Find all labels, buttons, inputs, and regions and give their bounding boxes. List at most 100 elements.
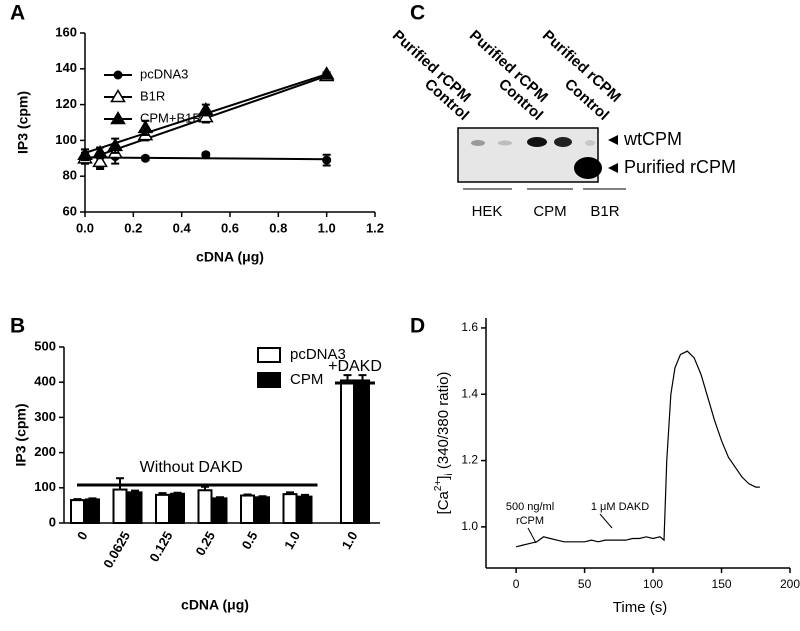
y-axis-label: IP3 (cpm): [13, 403, 29, 466]
band-label: Purified rCPM: [624, 157, 736, 177]
marker: [198, 101, 214, 116]
marker: [92, 153, 108, 168]
marker: [77, 146, 93, 161]
x-tick-label: 100: [643, 577, 663, 591]
x-axis-label: cDNA (μg): [181, 597, 249, 613]
y-axis-label-part: i: [444, 473, 455, 475]
x-tick-label: 0.4: [173, 220, 192, 235]
legend-label: CPM: [290, 371, 323, 388]
legend-swatch: [257, 347, 281, 363]
legend-marker: [110, 89, 126, 103]
bar: [240, 494, 255, 525]
x-tick-label: 0: [74, 529, 91, 543]
x-tick-label: 0.5: [239, 529, 261, 552]
x-tick-label: 0.6: [221, 220, 239, 235]
band-pointer: [608, 163, 618, 173]
y-axis-label-part: (340/380 ratio): [435, 372, 452, 474]
y-axis-label-part: ]: [435, 476, 452, 480]
legend-label: pcDNA3: [290, 346, 346, 363]
x-axis-label: Time (s): [613, 599, 667, 616]
x-tick-label: 0.25: [192, 529, 218, 558]
x-tick-label: 50: [578, 577, 592, 591]
legend-label: B1R: [140, 88, 165, 103]
y-tick-label: 1.4: [461, 386, 478, 400]
bar: [340, 379, 355, 524]
band: [554, 137, 572, 147]
bar: [170, 492, 185, 524]
y-tick-label: 60: [63, 203, 77, 218]
band: [527, 137, 547, 147]
bar: [282, 493, 298, 524]
bar: [112, 488, 128, 524]
bar: [355, 379, 370, 524]
x-tick-label: 0.8: [269, 220, 287, 235]
y-tick-label: 500: [34, 338, 56, 353]
annotation: +DAKD: [328, 358, 382, 375]
panel-label: C: [410, 2, 425, 25]
x-tick-label: 1.2: [366, 220, 384, 235]
band: [574, 157, 602, 179]
y-tick-label: 160: [55, 24, 77, 39]
annotation: 1 μM DAKD: [591, 501, 649, 513]
band: [498, 140, 512, 146]
bar: [212, 497, 228, 524]
bar: [297, 495, 313, 525]
x-tick-label: 0: [513, 577, 520, 591]
x-tick-label: 0.2: [124, 220, 142, 235]
blot-image: [457, 127, 599, 183]
y-tick-label: 1.2: [461, 453, 478, 467]
legend-marker: [113, 70, 123, 80]
annotation: rCPM: [516, 515, 544, 527]
legend-label: pcDNA3: [140, 66, 188, 81]
y-tick-label: 140: [55, 60, 77, 75]
marker: [107, 137, 124, 152]
y-tick-label: 1.0: [461, 519, 478, 533]
x-tick-label: 200: [780, 577, 800, 591]
bar: [197, 489, 213, 525]
bar: [155, 493, 170, 524]
annotation-arrow: [527, 527, 537, 544]
x-tick-label: 1.0: [281, 529, 303, 552]
marker: [322, 155, 332, 165]
y-tick-label: 100: [55, 132, 77, 147]
x-tick-label: 0.0625: [100, 529, 133, 571]
panel-label: D: [410, 315, 425, 338]
x-tick-label: 150: [712, 577, 732, 591]
y-axis-label: IP3 (cpm): [15, 91, 31, 154]
marker: [140, 153, 150, 163]
y-tick-label: 200: [34, 444, 56, 459]
bar: [255, 496, 270, 524]
x-axis-label: cDNA (μg): [196, 249, 264, 265]
marker: [201, 150, 211, 160]
y-tick-label: 300: [34, 409, 56, 424]
y-tick-label: 100: [34, 479, 56, 494]
x-tick-label: 0.0: [76, 220, 94, 235]
annotation: Without DAKD: [140, 459, 243, 476]
legend-marker: [110, 111, 126, 125]
y-axis-label-part: 2+: [433, 480, 444, 492]
panel-label: B: [10, 315, 25, 338]
trace: [515, 350, 760, 548]
group-label: B1R: [590, 203, 619, 220]
group-label: HEK: [472, 203, 503, 220]
y-axis-label: [Ca2+]i (340/380 ratio): [433, 372, 455, 515]
band: [471, 140, 485, 146]
x-tick-label: 1.0: [318, 220, 336, 235]
legend-label: CPM+B1R: [140, 110, 202, 125]
band-pointer: [608, 135, 618, 145]
y-tick-label: 0: [49, 514, 56, 529]
annotation: 500 ng/ml: [506, 501, 554, 513]
marker: [92, 144, 108, 159]
panel-label: A: [10, 2, 25, 25]
band: [585, 140, 595, 146]
y-tick-label: 400: [34, 374, 56, 389]
annotation-arrow: [599, 513, 613, 529]
bar: [127, 491, 143, 525]
bar: [70, 499, 85, 524]
marker: [137, 119, 154, 134]
y-axis-label-part: [Ca: [435, 490, 452, 514]
x-tick-label: 0.125: [146, 529, 175, 565]
blot-panel: C Purified rCPM Control Purified rCPM Co…: [389, 2, 736, 220]
legend-swatch: [257, 372, 281, 388]
